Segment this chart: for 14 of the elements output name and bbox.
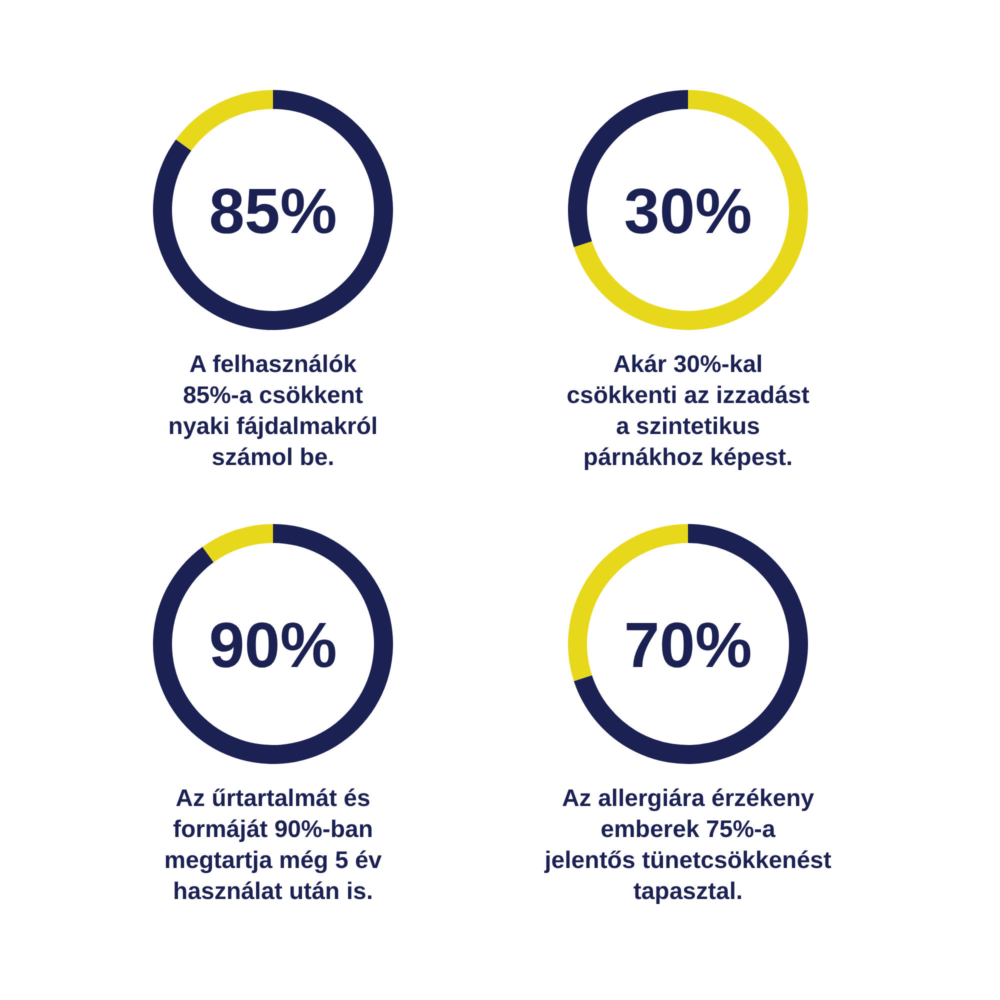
text: Az űrtartalmát és formáját 90%-ban megtartja még 5 év használat után is. xyxy=(164,785,382,905)
donut-slice xyxy=(153,524,393,764)
text: Az allergiára érzékeny emberek 75%-a jelentős tünetcsökkenést tapasztal. xyxy=(544,785,832,905)
donut-slice xyxy=(153,90,393,330)
donut-slice xyxy=(574,524,808,764)
text: 85% xyxy=(208,175,338,247)
donut-slice xyxy=(176,90,273,151)
text: Akár 30%-kal csökkenti az izzadást a szintetikus párnákhoz képest. xyxy=(566,351,810,471)
text: 70% xyxy=(624,609,752,681)
donut-slice xyxy=(202,524,273,562)
donut-slice xyxy=(574,90,808,330)
text: 90% xyxy=(208,609,338,681)
text: A felhasználók 85%-a csökkent nyaki fájdalmakról számol be. xyxy=(168,351,378,471)
text: 30% xyxy=(624,175,752,247)
